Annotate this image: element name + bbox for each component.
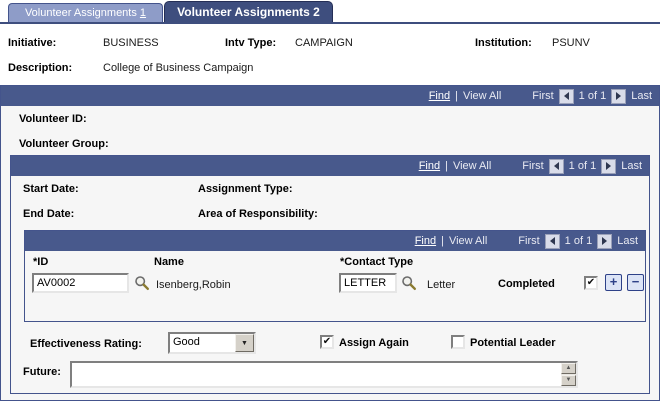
future-label: Future:: [23, 366, 61, 378]
id-column-label: *ID: [33, 256, 49, 268]
assign-again-checkbox[interactable]: ✔: [320, 335, 334, 349]
delete-row-button[interactable]: −: [627, 274, 644, 291]
potential-leader-label: Potential Leader: [470, 337, 556, 349]
end-date-label: End Date:: [23, 208, 75, 220]
contact-type-lookup-icon[interactable]: [401, 275, 417, 291]
find-link[interactable]: Find: [428, 90, 451, 102]
volunteer-id-label: Volunteer ID:: [19, 113, 87, 125]
volunteer-group-box: Find | View All First 1 of 1 Last Volunt…: [0, 85, 660, 401]
rowset-navbar-assignment: Find | View All First 1 of 1 Last: [11, 156, 649, 176]
first-link[interactable]: First: [522, 160, 544, 172]
first-link[interactable]: First: [518, 235, 540, 247]
contact-type-column-label: *Contact Type: [340, 256, 414, 268]
institution-label: Institution:: [475, 37, 532, 49]
assignment-group-box: Find | View All First 1 of 1 Last Start …: [10, 155, 650, 394]
tabstrip-rule: [0, 22, 660, 24]
find-link[interactable]: Find: [414, 235, 437, 247]
right-triangle-icon: [602, 237, 608, 245]
next-row-button[interactable]: [611, 88, 627, 104]
view-all-link[interactable]: View All: [452, 160, 492, 172]
future-field: ▲ ▼: [70, 361, 578, 388]
prev-row-button[interactable]: [548, 158, 564, 174]
assign-again-label: Assign Again: [339, 337, 409, 349]
last-link[interactable]: Last: [631, 90, 652, 102]
intv-type-value: CAMPAIGN: [295, 37, 353, 49]
view-all-link[interactable]: View All: [448, 235, 488, 247]
last-link[interactable]: Last: [621, 160, 642, 172]
view-all-link[interactable]: View All: [462, 90, 502, 102]
contact-type-description: Letter: [427, 279, 456, 291]
dropdown-arrow-icon: ▼: [235, 334, 254, 352]
contact-detail-group-box: Find | View All First 1 of 1 Last *ID Na…: [24, 230, 646, 322]
row-counter: 1 of 1: [578, 90, 607, 102]
right-triangle-icon: [616, 92, 622, 100]
tab-volunteer-assignments-1[interactable]: Volunteer Assignments 1: [8, 3, 163, 22]
tab-volunteer-assignments-2[interactable]: Volunteer Assignments 2: [164, 1, 333, 22]
prev-row-button[interactable]: [558, 88, 574, 104]
future-scrollbar: ▲ ▼: [561, 363, 576, 386]
tab-access-key: 1: [139, 7, 147, 19]
add-row-button[interactable]: +: [605, 274, 622, 291]
id-lookup-icon[interactable]: [134, 275, 150, 291]
description-label: Description:: [8, 62, 73, 74]
completed-checkbox[interactable]: ✔: [584, 276, 598, 290]
tab-label: Volunteer Assignments 2: [177, 5, 320, 19]
name-value: Isenberg,Robin: [156, 279, 231, 291]
prev-row-button[interactable]: [544, 233, 560, 249]
navbar-separator: |: [445, 160, 448, 172]
left-triangle-icon: [549, 237, 555, 245]
assignment-type-label: Assignment Type:: [198, 183, 293, 195]
tab-label: Volunteer Assignments: [24, 7, 140, 19]
initiative-label: Initiative:: [8, 37, 57, 49]
right-triangle-icon: [606, 162, 612, 170]
effectiveness-rating-value: Good: [173, 336, 200, 348]
completed-label: Completed: [498, 278, 555, 290]
initiative-value: BUSINESS: [103, 37, 159, 49]
start-date-label: Start Date:: [23, 183, 79, 195]
navbar-separator: |: [455, 90, 458, 102]
find-link[interactable]: Find: [418, 160, 441, 172]
last-link[interactable]: Last: [617, 235, 638, 247]
left-triangle-icon: [563, 92, 569, 100]
volunteer-id-input[interactable]: [32, 273, 129, 293]
next-row-button[interactable]: [597, 233, 613, 249]
navbar-separator: |: [441, 235, 444, 247]
first-link[interactable]: First: [532, 90, 554, 102]
next-row-button[interactable]: [601, 158, 617, 174]
rowset-navbar-contact: Find | View All First 1 of 1 Last: [25, 231, 645, 251]
row-counter: 1 of 1: [568, 160, 597, 172]
row-counter: 1 of 1: [564, 235, 593, 247]
effectiveness-rating-select[interactable]: Good ▼: [168, 332, 256, 354]
scroll-up-button[interactable]: ▲: [561, 363, 576, 374]
future-input[interactable]: [72, 363, 561, 386]
institution-value: PSUNV: [552, 37, 590, 49]
name-column-label: Name: [154, 256, 184, 268]
volunteer-group-label: Volunteer Group:: [19, 138, 109, 150]
potential-leader-checkbox[interactable]: [451, 335, 465, 349]
effectiveness-rating-label: Effectiveness Rating:: [30, 338, 142, 350]
description-value: College of Business Campaign: [103, 62, 254, 74]
left-triangle-icon: [553, 162, 559, 170]
contact-type-input[interactable]: [339, 273, 397, 293]
scroll-down-button[interactable]: ▼: [561, 375, 576, 386]
intv-type-label: Intv Type:: [225, 37, 277, 49]
area-of-responsibility-label: Area of Responsibility:: [198, 208, 318, 220]
rowset-navbar-outer: Find | View All First 1 of 1 Last: [1, 86, 659, 106]
